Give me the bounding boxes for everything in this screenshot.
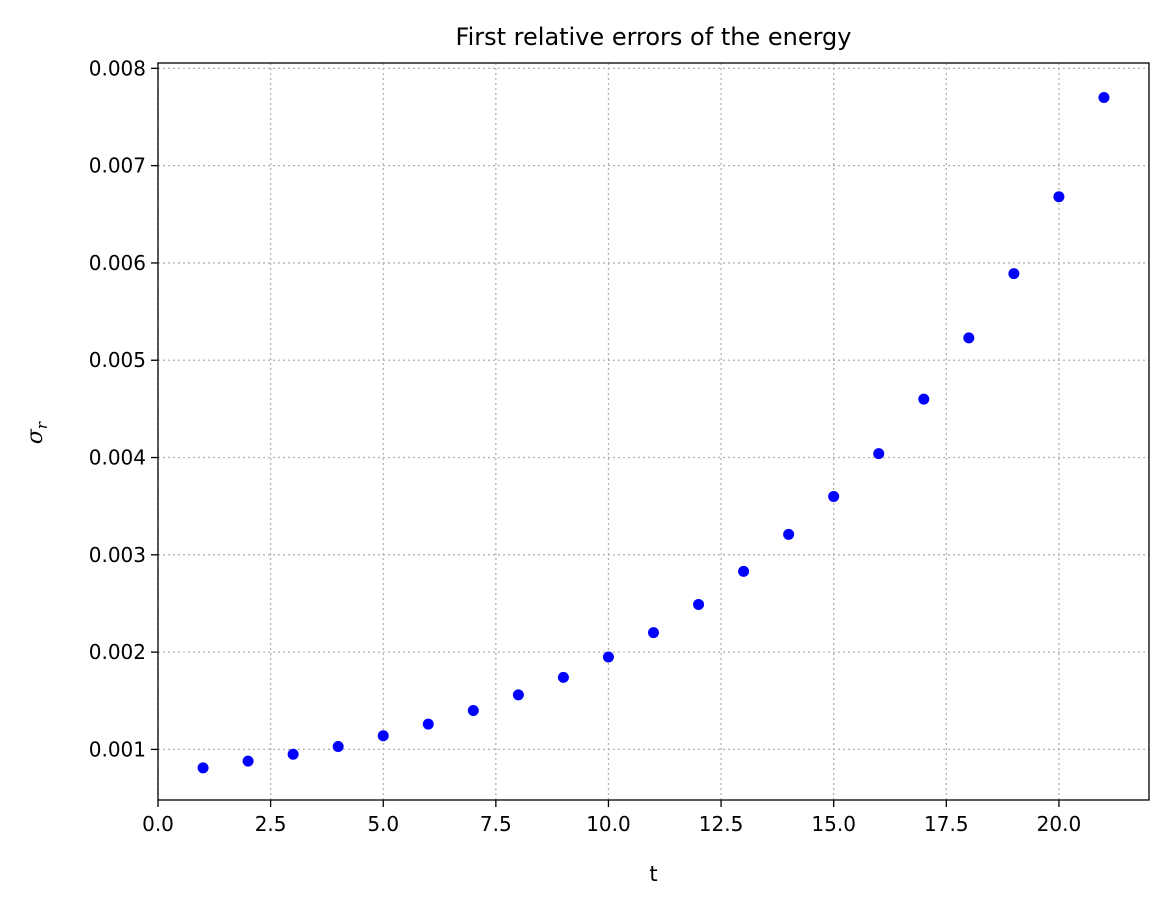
data-point [783, 528, 795, 540]
y-tick-label: 0.004 [89, 446, 146, 470]
x-tick-label: 10.0 [586, 812, 631, 836]
plot-frame [157, 62, 1150, 801]
y-tick-label: 0.003 [89, 543, 146, 567]
data-point [467, 704, 479, 716]
y-tick-label: 0.002 [89, 640, 146, 664]
data-point [512, 689, 524, 701]
x-tick-label: 17.5 [924, 812, 969, 836]
plot-area [158, 63, 1149, 800]
data-point [422, 718, 434, 730]
y-axis-label: σr [23, 421, 51, 444]
data-point [1008, 268, 1020, 280]
data-point [1053, 191, 1065, 203]
data-point [332, 740, 344, 752]
grid-layer [157, 63, 1149, 800]
y-tick-label: 0.007 [89, 154, 146, 178]
x-tick-label: 12.5 [699, 812, 744, 836]
data-point [242, 755, 254, 767]
y-tick-label: 0.001 [89, 737, 146, 761]
x-tick-label: 7.5 [480, 812, 512, 836]
data-point [693, 598, 705, 610]
data-point [963, 332, 975, 344]
x-tick-label: 0.0 [142, 812, 174, 836]
data-point [828, 490, 840, 502]
x-tick-label: 2.5 [255, 812, 287, 836]
y-tick-label: 0.008 [89, 56, 146, 80]
data-point [918, 393, 930, 405]
data-point [197, 762, 209, 774]
data-point [287, 748, 299, 760]
data-point [377, 730, 389, 742]
y-axis-label-subscript: r [33, 421, 51, 429]
data-point [1098, 92, 1110, 104]
chart-title: First relative errors of the energy [456, 23, 852, 51]
data-point [873, 448, 885, 460]
points-layer [197, 92, 1110, 774]
y-tick-label: 0.005 [89, 348, 146, 372]
data-point [602, 651, 614, 663]
y-axis-ticks: 0.001 0.002 0.003 0.004 0.005 0.006 0.007 0.008 [89, 56, 158, 761]
x-tick-label: 15.0 [811, 812, 856, 836]
y-axis-label-symbol: σ [23, 428, 48, 444]
x-axis-label: t [649, 862, 657, 886]
x-axis-ticks: 0.0 2.5 5.0 7.5 10.0 12.5 15.0 17.5 20.0 [142, 800, 1081, 836]
x-tick-label: 20.0 [1037, 812, 1082, 836]
x-tick-label: 5.0 [367, 812, 399, 836]
data-point [648, 627, 659, 639]
data-point [738, 565, 750, 577]
data-point [557, 671, 569, 683]
y-tick-label: 0.006 [89, 251, 146, 275]
